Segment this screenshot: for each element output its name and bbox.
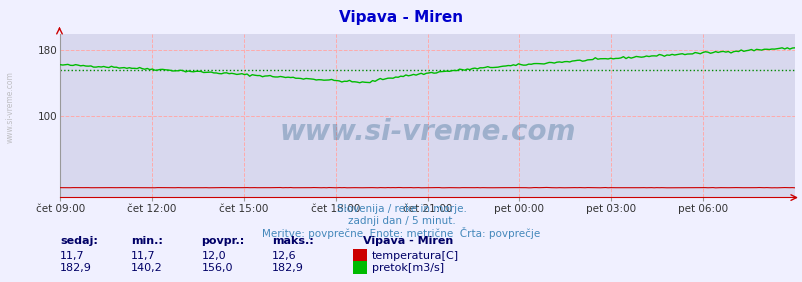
Text: Meritve: povprečne  Enote: metrične  Črta: povprečje: Meritve: povprečne Enote: metrične Črta:…	[262, 227, 540, 239]
Text: 182,9: 182,9	[60, 263, 92, 273]
Text: www.si-vreme.com: www.si-vreme.com	[6, 71, 15, 143]
Text: min.:: min.:	[131, 236, 163, 246]
Text: 11,7: 11,7	[60, 251, 85, 261]
Text: sedaj:: sedaj:	[60, 236, 98, 246]
Text: 156,0: 156,0	[201, 263, 233, 273]
Text: temperatura[C]: temperatura[C]	[371, 251, 458, 261]
Text: Slovenija / reke in morje.: Slovenija / reke in morje.	[336, 204, 466, 214]
Text: www.si-vreme.com: www.si-vreme.com	[279, 118, 575, 146]
Text: povpr.:: povpr.:	[201, 236, 245, 246]
Text: pretok[m3/s]: pretok[m3/s]	[371, 263, 444, 273]
Text: 140,2: 140,2	[131, 263, 163, 273]
Text: Vipava - Miren: Vipava - Miren	[363, 236, 452, 246]
Text: 12,6: 12,6	[272, 251, 297, 261]
Text: 182,9: 182,9	[272, 263, 304, 273]
Text: 12,0: 12,0	[201, 251, 226, 261]
Text: Vipava - Miren: Vipava - Miren	[339, 10, 463, 25]
Text: 11,7: 11,7	[131, 251, 156, 261]
Text: zadnji dan / 5 minut.: zadnji dan / 5 minut.	[347, 216, 455, 226]
Text: maks.:: maks.:	[272, 236, 314, 246]
